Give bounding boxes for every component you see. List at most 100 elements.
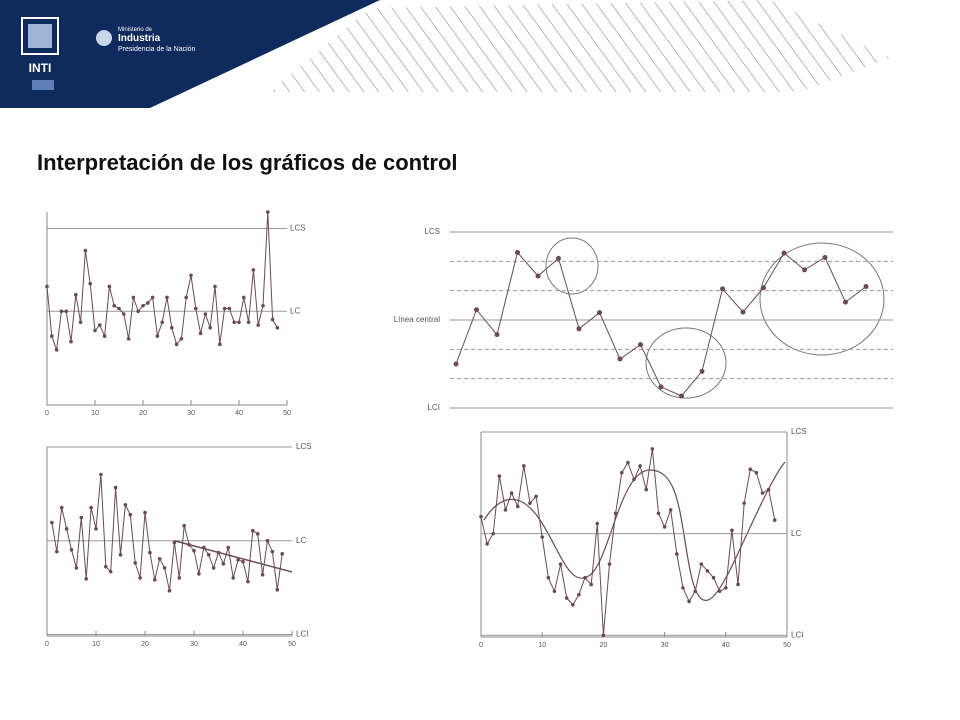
data-point [177,576,182,580]
data-point [699,368,705,374]
limit-label: LC [290,306,300,315]
data-point [59,309,64,314]
data-point [256,323,261,327]
data-point [772,518,777,522]
data-point [546,575,551,580]
data-point [221,562,226,566]
data-point [182,523,186,528]
data-point [131,295,136,300]
x-tick-label: 0 [45,641,49,648]
data-point [54,348,59,352]
data-point [143,510,147,515]
data-point [251,268,256,272]
data-point [280,552,285,556]
data-point [128,512,133,517]
x-tick-label: 10 [92,641,100,648]
x-tick-label: 40 [722,642,730,649]
data-point [724,586,728,590]
logo-icon [21,17,59,55]
data-point [50,520,54,525]
data-point [644,487,649,492]
data-point [736,582,740,587]
data-point [227,306,232,311]
data-point [693,589,697,594]
data-point [540,535,544,539]
data-point [679,393,684,399]
data-point [64,309,68,314]
data-point [503,508,508,512]
data-point [93,328,97,333]
data-point [730,528,734,533]
data-point [494,332,500,338]
highlight-circle [759,242,885,356]
data-point [556,255,561,261]
data-point [133,561,137,565]
data-point [206,552,211,557]
data-point [675,552,679,556]
data-point [226,545,231,550]
data-point [236,557,240,562]
data-point [270,317,275,322]
data-point [64,527,69,531]
limit-label: LCS [424,227,440,236]
data-point [491,531,496,536]
series-line [51,474,283,591]
data-point [213,284,217,289]
data-point [113,485,118,490]
data-point [662,525,667,529]
data-point [863,284,869,290]
data-point [638,464,642,468]
x-tick-label: 50 [783,642,791,649]
data-point [681,586,685,590]
data-point [74,566,79,570]
data-point [69,547,74,552]
data-point [242,295,246,300]
data-point [112,303,116,308]
data-point [760,491,765,495]
data-point [174,342,179,347]
data-point [160,320,164,325]
data-point [601,633,606,638]
limit-label: LCS [290,224,306,233]
data-point [822,255,828,261]
data-point [211,566,216,570]
data-point [528,501,532,505]
data-point [89,505,93,510]
data-point [754,470,759,475]
data-point [246,579,250,584]
data-point [742,501,746,505]
x-tick-label: 30 [187,410,195,417]
data-point [117,306,121,311]
data-point [136,309,140,314]
x-tick-label: 0 [479,642,483,649]
data-point [515,250,520,256]
data-point [485,542,489,546]
data-point [123,502,128,507]
data-point [170,326,174,330]
data-point [107,284,112,289]
data-point [658,384,664,390]
data-point [94,527,98,531]
data-point [626,460,630,465]
x-tick-label: 0 [45,410,49,417]
data-point [83,248,88,253]
data-point [179,337,184,341]
fitted-curve [483,461,786,602]
data-point [138,576,142,580]
data-point [84,577,88,581]
data-point [571,603,575,607]
data-point [632,477,636,482]
x-tick-label: 10 [91,410,99,417]
data-point [843,299,848,305]
data-point [270,549,275,554]
limit-label: LC [296,536,306,545]
data-point [515,504,520,509]
data-point [153,577,157,582]
data-point [638,342,643,348]
x-tick-label: 20 [600,642,608,649]
data-point [102,334,107,338]
limit-label: LCS [791,427,807,436]
data-point [162,566,167,570]
logo-bar [32,80,54,90]
